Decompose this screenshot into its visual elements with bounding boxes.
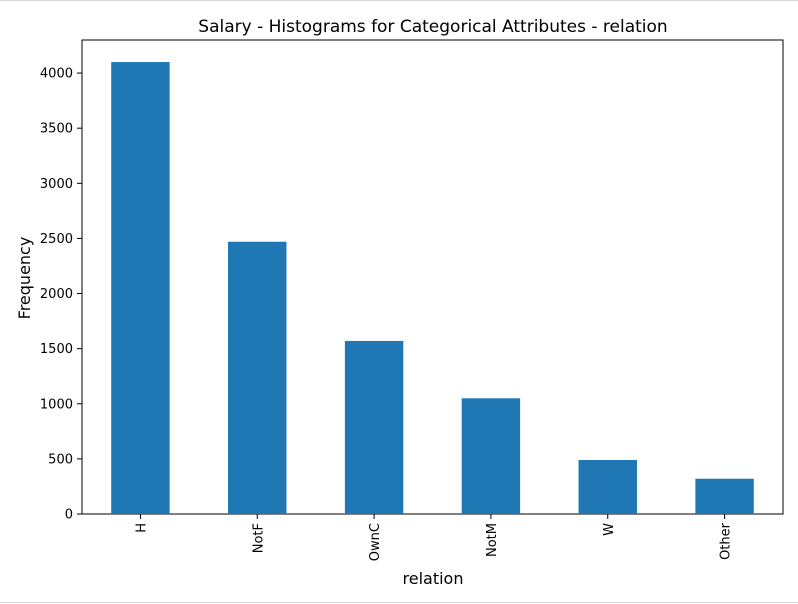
- bar-other: [695, 478, 754, 514]
- x-axis-label: relation: [403, 569, 464, 588]
- x-tick-label: OwnC: [368, 523, 383, 561]
- bar-w: [578, 459, 637, 514]
- x-tick-label: Other: [719, 522, 734, 560]
- x-axis: H NotF OwnC NotM W Other: [134, 514, 734, 561]
- x-tick-label: NotM: [485, 523, 500, 557]
- y-tick-label: 2000: [40, 287, 73, 302]
- plot-area: 0 500 1000 1500 2000 2500 3000 3500 4000 H NotF Ow…: [40, 39, 784, 561]
- chart-title: Salary - Histograms for Categorical Attr…: [198, 17, 667, 37]
- y-tick-label: 4000: [40, 67, 73, 82]
- y-tick-label: 3500: [40, 122, 73, 137]
- y-axis-label: Frequency: [15, 237, 34, 320]
- bars-group: [111, 62, 754, 515]
- x-tick-label: H: [134, 523, 149, 533]
- plot-frame: [81, 39, 784, 515]
- y-tick-label: 1000: [40, 397, 73, 412]
- bar-notm: [461, 398, 521, 514]
- y-tick-label: 500: [48, 452, 73, 467]
- y-tick-label: 0: [65, 508, 73, 523]
- x-tick-label: NotF: [251, 523, 266, 553]
- bar-h: [111, 62, 170, 515]
- y-tick-label: 1500: [40, 342, 73, 357]
- bar-ownc: [344, 340, 404, 514]
- x-tick-label: W: [602, 523, 617, 536]
- y-tick-label: 3000: [40, 177, 73, 192]
- y-axis: 0 500 1000 1500 2000 2500 3000 3500 4000: [40, 67, 82, 523]
- y-tick-label: 2500: [40, 232, 73, 247]
- bar-notf: [228, 241, 287, 515]
